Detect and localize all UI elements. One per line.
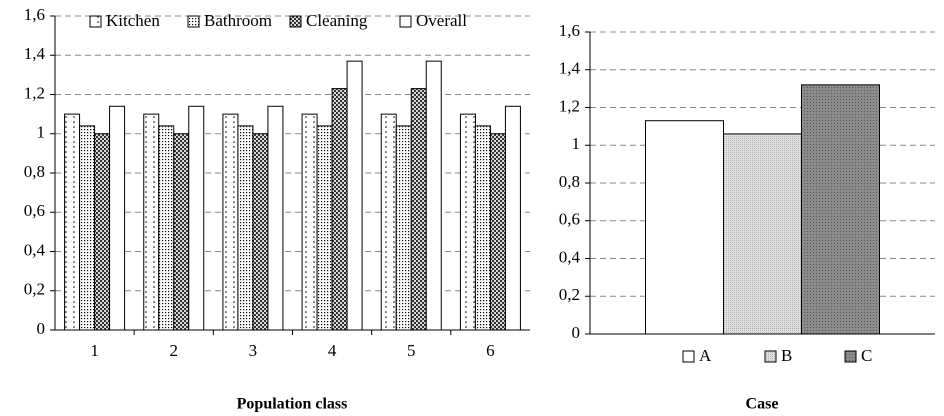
x-tick-label: 2 [170, 341, 179, 360]
x-tick-label: 5 [407, 341, 416, 360]
bar [380, 113, 397, 331]
bar [645, 120, 724, 335]
y-tick-label: 0,6 [24, 201, 45, 220]
bar [143, 113, 160, 331]
bar [158, 125, 175, 331]
legend-swatch [289, 15, 302, 28]
y-tick-label: 1 [572, 134, 581, 153]
legend-swatch [89, 15, 102, 28]
bar [395, 125, 412, 331]
y-tick-label: 0,2 [24, 280, 45, 299]
bar [252, 133, 269, 331]
bar [489, 133, 506, 331]
bar [331, 88, 348, 331]
bar [188, 105, 205, 331]
legend-label: A [699, 346, 712, 365]
legend-swatch [187, 15, 200, 28]
legend-swatch [764, 350, 777, 363]
bar [301, 113, 318, 331]
bar [94, 133, 111, 331]
y-tick-label: 1,6 [559, 21, 580, 40]
x-tick-label: 6 [486, 341, 495, 360]
bar [79, 125, 96, 331]
x-tick-label: 1 [90, 341, 99, 360]
bar [109, 105, 126, 331]
bar [173, 133, 190, 331]
legend-label: Overall [416, 11, 467, 30]
y-tick-label: 1 [37, 123, 46, 142]
legend-label: B [781, 346, 792, 365]
y-tick-label: 1,2 [24, 83, 45, 102]
legend-swatch [844, 350, 857, 363]
y-tick-label: 0 [37, 319, 46, 338]
legend-label: Kitchen [106, 11, 160, 30]
legend-swatch [682, 350, 695, 363]
y-tick-label: 0 [572, 323, 581, 342]
y-tick-label: 0,6 [559, 210, 580, 229]
bar [459, 113, 476, 331]
x-axis-title: Case [746, 396, 779, 413]
legend-swatch [399, 15, 412, 28]
bar [237, 125, 254, 331]
x-tick-label: 4 [328, 341, 337, 360]
bar [801, 84, 880, 335]
y-tick-label: 1,4 [559, 59, 581, 78]
legend-label: Cleaning [306, 11, 368, 30]
bar [267, 105, 284, 331]
y-tick-label: 1,4 [24, 44, 46, 63]
y-tick-label: 0,4 [24, 240, 46, 259]
y-tick-label: 1,2 [559, 96, 580, 115]
x-axis-title: Population class [237, 396, 348, 413]
bar [410, 88, 427, 331]
bar [425, 60, 442, 331]
bar [316, 125, 333, 331]
bar [474, 125, 491, 331]
legend-label: Bathroom [204, 11, 272, 30]
x-tick-label: 3 [249, 341, 258, 360]
y-tick-label: 0,8 [24, 162, 45, 181]
y-tick-label: 0,4 [559, 247, 581, 266]
y-tick-label: 1,6 [24, 5, 45, 24]
bar [222, 113, 239, 331]
y-tick-label: 0,8 [559, 172, 580, 191]
bar [64, 113, 81, 331]
legend-label: C [861, 346, 872, 365]
y-tick-label: 0,2 [559, 285, 580, 304]
bar [723, 133, 802, 335]
bar [346, 60, 363, 331]
bar [504, 105, 521, 331]
